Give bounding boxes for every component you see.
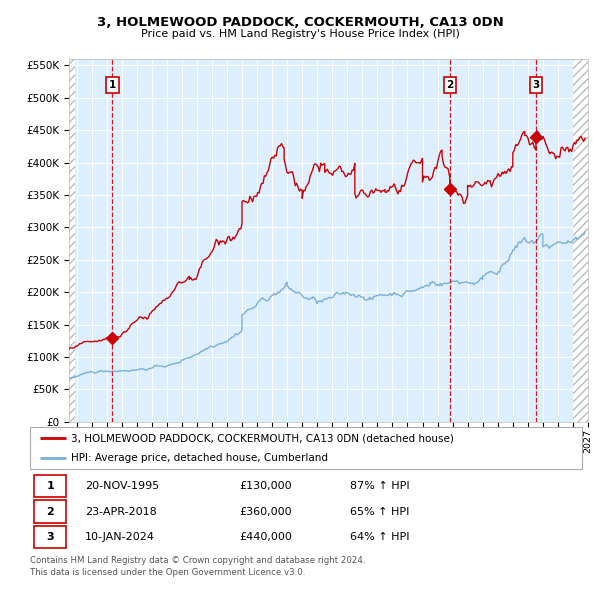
- Text: 65% ↑ HPI: 65% ↑ HPI: [350, 507, 410, 517]
- Text: 2: 2: [446, 80, 454, 90]
- Text: £440,000: £440,000: [240, 532, 293, 542]
- Text: 23-APR-2018: 23-APR-2018: [85, 507, 157, 517]
- Text: £130,000: £130,000: [240, 481, 292, 491]
- Text: 20-NOV-1995: 20-NOV-1995: [85, 481, 160, 491]
- Bar: [69, 59, 76, 422]
- Text: 87% ↑ HPI: 87% ↑ HPI: [350, 481, 410, 491]
- FancyBboxPatch shape: [34, 475, 67, 497]
- Text: Contains HM Land Registry data © Crown copyright and database right 2024.
This d: Contains HM Land Registry data © Crown c…: [30, 556, 365, 577]
- Text: 1: 1: [47, 481, 54, 491]
- Text: HPI: Average price, detached house, Cumberland: HPI: Average price, detached house, Cumb…: [71, 453, 328, 463]
- FancyBboxPatch shape: [34, 500, 67, 523]
- Text: 3: 3: [532, 80, 539, 90]
- Text: 10-JAN-2024: 10-JAN-2024: [85, 532, 155, 542]
- Text: 3, HOLMEWOOD PADDOCK, COCKERMOUTH, CA13 0DN (detached house): 3, HOLMEWOOD PADDOCK, COCKERMOUTH, CA13 …: [71, 433, 454, 443]
- Text: £360,000: £360,000: [240, 507, 292, 517]
- FancyBboxPatch shape: [34, 526, 67, 548]
- Bar: [573, 59, 588, 422]
- Text: 3, HOLMEWOOD PADDOCK, COCKERMOUTH, CA13 0DN: 3, HOLMEWOOD PADDOCK, COCKERMOUTH, CA13 …: [97, 16, 503, 29]
- Text: 64% ↑ HPI: 64% ↑ HPI: [350, 532, 410, 542]
- Text: 3: 3: [47, 532, 54, 542]
- Text: Price paid vs. HM Land Registry's House Price Index (HPI): Price paid vs. HM Land Registry's House …: [140, 29, 460, 38]
- Text: 2: 2: [47, 507, 54, 517]
- Text: 1: 1: [109, 80, 116, 90]
